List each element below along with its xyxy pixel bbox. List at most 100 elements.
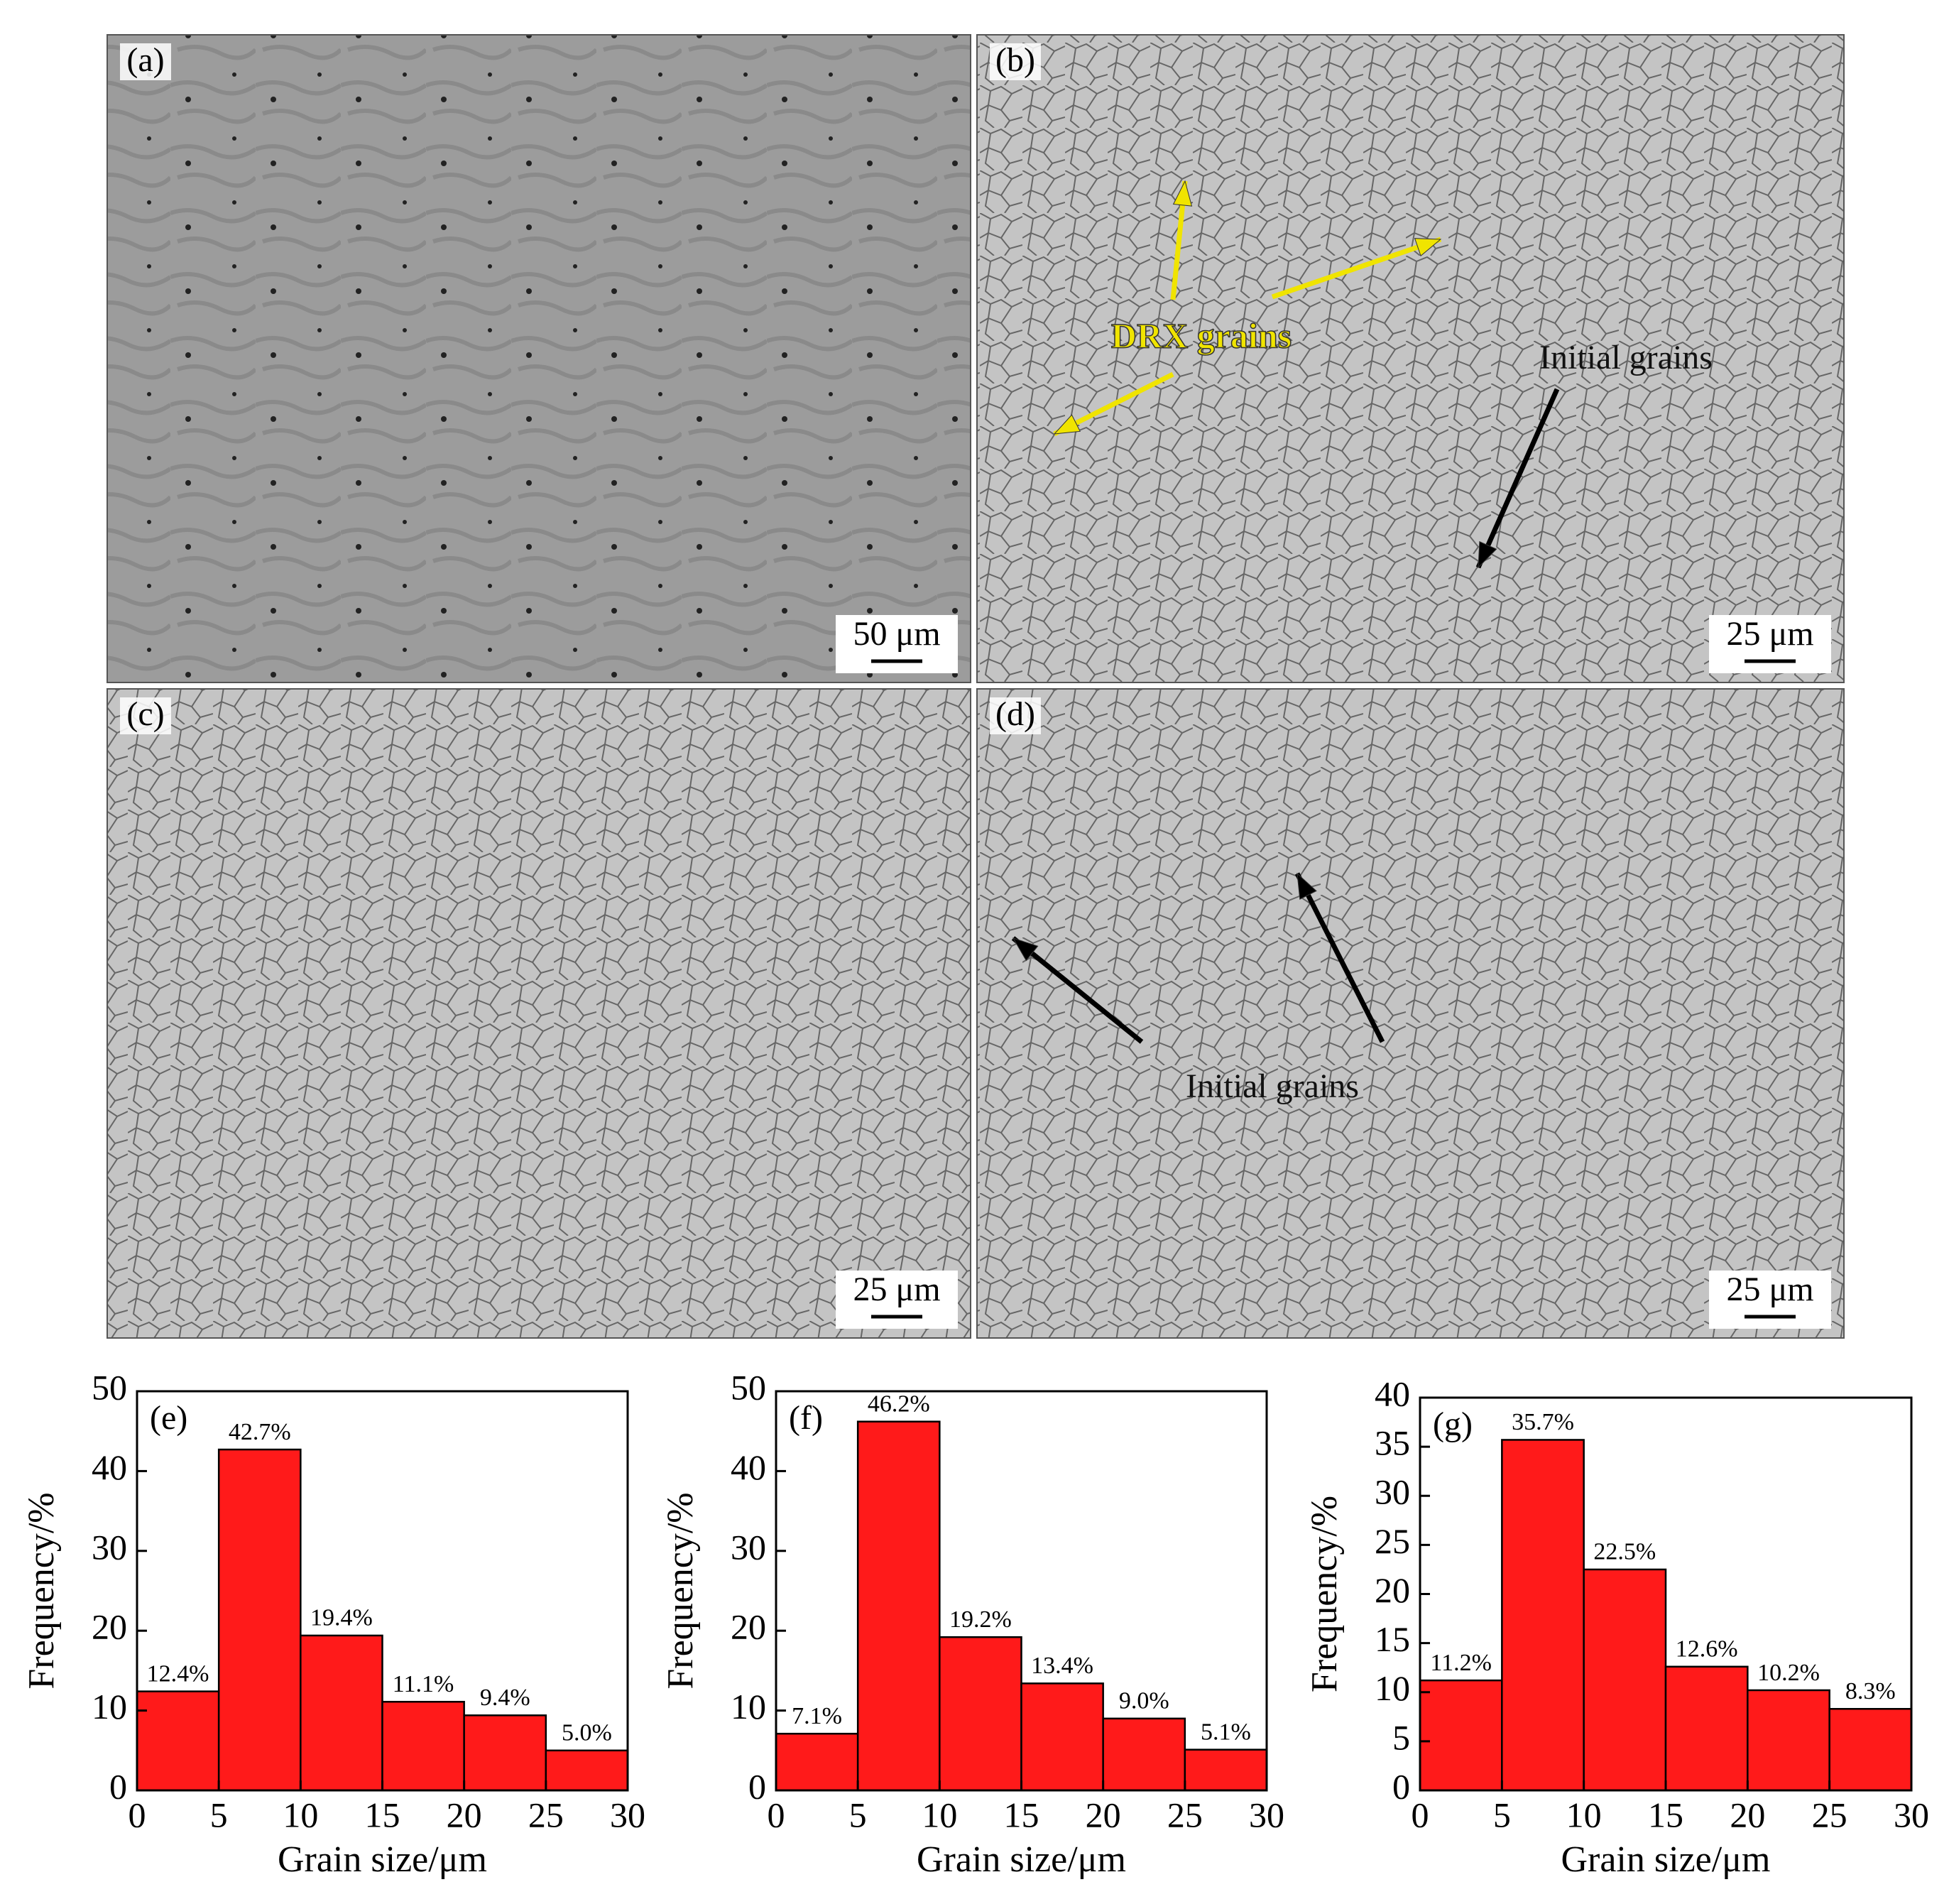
panel-label-bg	[990, 43, 1041, 80]
bar	[856, 1420, 941, 1792]
x-tick-label: 0	[1412, 1795, 1429, 1834]
x-tick-label: 15	[365, 1795, 400, 1834]
x-tick-label: 25	[1167, 1795, 1203, 1834]
bar	[217, 1448, 302, 1792]
x-tick-label: 25	[1812, 1795, 1847, 1834]
value-label: 46.2%	[868, 1391, 930, 1418]
value-label: 42.7%	[229, 1419, 291, 1445]
value-label: 11.1%	[393, 1671, 454, 1697]
micrograph	[976, 34, 1845, 683]
x-tick-label: 0	[129, 1795, 146, 1834]
value-label: 5.0%	[562, 1720, 612, 1746]
x-tick-label: 15	[1004, 1795, 1039, 1834]
y-tick-label: 30	[731, 1527, 766, 1567]
bar	[300, 1634, 383, 1792]
annotation: DRX grains	[1111, 315, 1292, 355]
x-axis-label: Grain size/μm	[1561, 1839, 1770, 1880]
y-tick-label: 40	[731, 1447, 766, 1487]
value-label: 12.6%	[1676, 1636, 1738, 1663]
annotation: Initial grains	[1186, 1067, 1359, 1105]
panel-label: (b)	[995, 41, 1035, 79]
y-tick-label: 20	[1375, 1570, 1410, 1610]
y-tick-label: 50	[92, 1367, 127, 1407]
value-label: 19.4%	[310, 1605, 373, 1631]
bar	[1501, 1439, 1585, 1792]
arrow-head	[1296, 872, 1317, 900]
value-label: 9.0%	[1119, 1688, 1169, 1714]
panel-label: (f)	[789, 1399, 823, 1437]
value-label: 7.1%	[792, 1703, 842, 1729]
value-label: 19.2%	[949, 1606, 1012, 1633]
bar	[1747, 1689, 1830, 1792]
y-tick-label: 10	[92, 1687, 127, 1726]
x-tick-label: 10	[283, 1795, 318, 1834]
y-tick-label: 30	[92, 1527, 127, 1567]
x-tick-label: 20	[447, 1795, 482, 1834]
y-tick-label: 50	[731, 1367, 766, 1407]
bar	[1102, 1717, 1186, 1792]
scale-bar-label: 25 μm	[1726, 615, 1813, 653]
y-tick-label: 30	[1375, 1472, 1410, 1512]
bar	[545, 1749, 629, 1792]
arrow	[1294, 872, 1385, 1043]
panel-label-bg	[990, 697, 1041, 734]
bar	[1419, 1679, 1503, 1792]
scale-bar-box	[836, 1271, 958, 1329]
scale-bar-label: 50 μm	[853, 615, 940, 653]
bar	[1583, 1568, 1667, 1792]
x-tick-label: 5	[210, 1795, 228, 1834]
y-tick-label: 20	[731, 1607, 766, 1647]
x-tick-label: 5	[849, 1795, 867, 1834]
arrow	[1271, 236, 1442, 300]
panel-label: (c)	[126, 695, 164, 733]
panel-label-bg	[120, 697, 171, 734]
value-label: 12.4%	[147, 1660, 209, 1687]
panel-label: (g)	[1433, 1405, 1473, 1443]
arrow-head	[1172, 180, 1193, 207]
bar	[1020, 1682, 1104, 1792]
y-tick-label: 20	[92, 1607, 127, 1647]
y-tick-label: 5	[1392, 1717, 1410, 1757]
bar	[775, 1732, 859, 1792]
y-tick-label: 35	[1375, 1423, 1410, 1463]
panel-label: (e)	[150, 1399, 187, 1437]
panel-label: (d)	[995, 695, 1035, 733]
scale-bar-label: 25 μm	[1726, 1271, 1813, 1308]
y-tick-label: 10	[1375, 1668, 1410, 1708]
y-tick-label: 40	[1375, 1373, 1410, 1413]
x-tick-label: 30	[1249, 1795, 1284, 1834]
y-tick-label: 10	[731, 1687, 766, 1726]
arrow-head	[1478, 540, 1497, 569]
value-label: 5.1%	[1201, 1719, 1251, 1745]
arrow	[1475, 388, 1560, 569]
bar	[381, 1700, 465, 1792]
x-tick-label: 20	[1730, 1795, 1765, 1834]
x-tick-label: 10	[1566, 1795, 1602, 1834]
arrow	[1011, 936, 1144, 1044]
arrow-head	[1012, 937, 1039, 962]
y-axis-label: Frequency/%	[660, 1492, 701, 1689]
x-tick-label: 15	[1648, 1795, 1683, 1834]
y-tick-label: 0	[1392, 1766, 1410, 1806]
x-tick-label: 25	[528, 1795, 564, 1834]
y-tick-label: 40	[92, 1447, 127, 1487]
y-tick-label: 0	[109, 1766, 127, 1806]
bar	[939, 1636, 1022, 1792]
micrograph	[107, 34, 971, 683]
x-tick-label: 10	[922, 1795, 957, 1834]
x-tick-label: 30	[610, 1795, 645, 1834]
value-label: 22.5%	[1593, 1539, 1656, 1565]
bar	[463, 1714, 547, 1792]
y-tick-label: 15	[1375, 1619, 1410, 1659]
bar	[1184, 1748, 1268, 1792]
bar	[136, 1690, 220, 1792]
x-axis-label: Grain size/μm	[917, 1839, 1126, 1880]
arrow-head	[1414, 238, 1442, 257]
y-tick-label: 0	[748, 1766, 766, 1806]
y-axis-label: Frequency/%	[1304, 1496, 1345, 1692]
bar	[1828, 1708, 1913, 1792]
value-label: 11.2%	[1430, 1650, 1492, 1676]
x-tick-label: 30	[1894, 1795, 1929, 1834]
value-label: 8.3%	[1845, 1678, 1896, 1704]
